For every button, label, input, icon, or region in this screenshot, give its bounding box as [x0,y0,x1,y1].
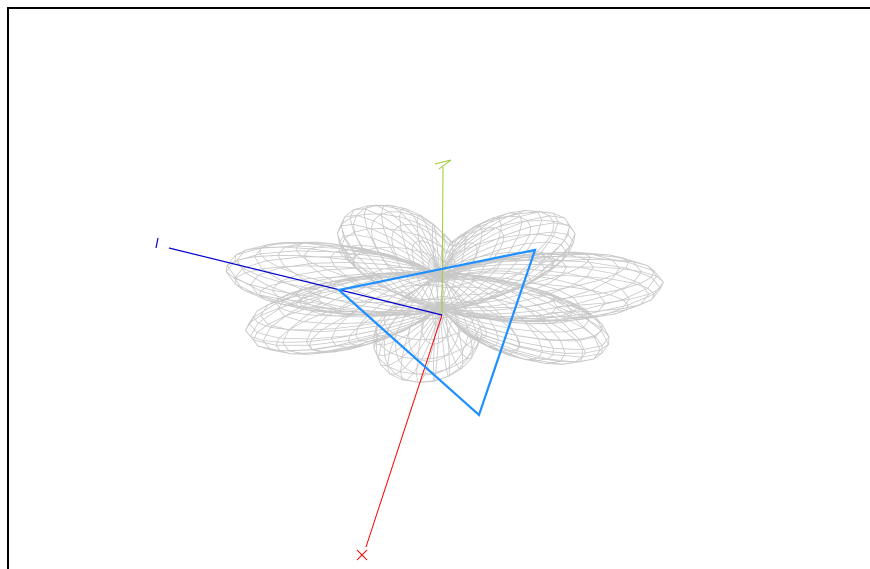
x-axis-label [356,549,368,561]
mesh-meridian [439,241,567,307]
mesh-meridian [439,256,568,306]
mesh-meridian [380,204,441,311]
mesh-meridian [439,273,586,365]
y-axis-label [434,159,452,170]
wireframe-surface [225,204,664,383]
mesh-meridian [439,281,483,341]
y-axis-line [441,166,444,316]
mesh-meridian [439,276,464,369]
x-axis-line [365,314,443,548]
mesh-meridian [439,272,609,358]
mesh-meridian [233,256,441,317]
mesh-meridian [400,273,441,381]
mesh-meridian [439,272,606,321]
mesh-meridian [303,245,441,308]
mesh-meridian [439,274,566,364]
mesh-meridian [336,223,441,308]
3d-viewport[interactable] [7,7,870,569]
mesh-meridian [378,276,441,367]
mesh-meridian [351,252,441,303]
mesh-meridian [439,279,479,349]
mesh-meridian [431,223,441,306]
mesh-meridian [439,276,544,361]
mesh-meridian [439,234,467,305]
mesh-meridian [439,253,594,309]
mesh-meridian [439,274,450,377]
mesh-meridian [363,204,441,311]
mesh-meridian [277,242,441,310]
z-axis-line [168,247,443,316]
mesh-meridian [439,272,601,363]
axes-group [155,159,452,561]
mesh-meridian [295,272,441,314]
mesh-meridian [271,267,441,315]
mesh-meridian [439,277,573,325]
mesh-meridian [236,242,441,314]
mesh-meridian [262,272,441,355]
mesh-meridian [439,259,545,304]
mesh-meridian [439,210,543,311]
mesh-meridian [416,215,441,308]
mesh-meridian [387,274,441,375]
mesh-meridian [439,212,523,310]
mesh-meridian [349,208,441,311]
mesh-meridian [226,245,441,316]
z-axis-label [155,237,159,249]
mesh-meridian [439,251,642,315]
scene-canvas[interactable] [9,9,870,569]
mesh-meridian [439,279,499,347]
mesh-meridian [439,233,445,304]
triangle-outline [336,248,537,417]
mesh-meridian [439,268,631,323]
mesh-meridian [439,277,521,355]
mesh-meridian [439,211,559,311]
mesh-meridian [439,231,575,309]
mesh-meridian [399,208,441,310]
mesh-meridian [329,249,441,305]
mesh-meridian [340,214,441,310]
mesh-meridian [416,273,441,383]
mesh-meridian [439,217,502,308]
